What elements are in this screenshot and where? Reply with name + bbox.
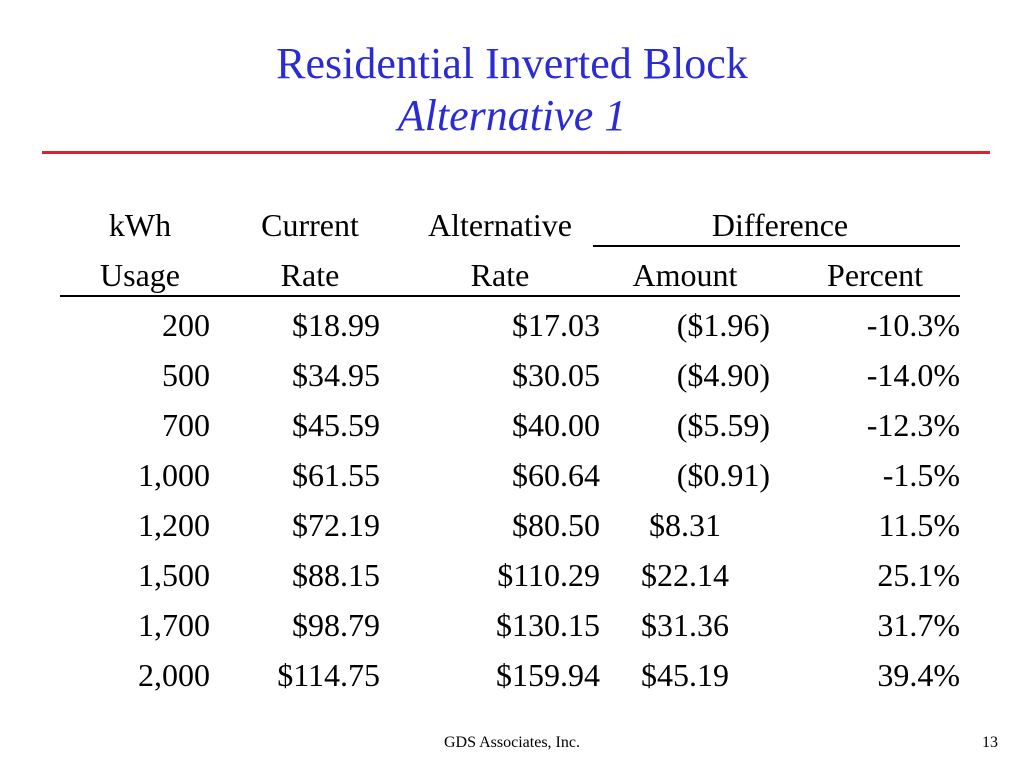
header-alternative-1: Alternative xyxy=(428,207,572,243)
table-row: 1,000 $61.55 $60.64 ($0.91) -1.5% xyxy=(60,450,960,500)
percent-cell: 11.5% xyxy=(878,507,960,543)
table-row: 200 $18.99 $17.03 ($1.96) -10.3% xyxy=(60,300,960,350)
header-alternative-2: Rate xyxy=(470,257,530,293)
alternative-rate-cell: $40.00 xyxy=(512,407,600,443)
alternative-rate-cell: $110.29 xyxy=(497,557,600,593)
table-row: 700 $45.59 $40.00 ($5.59) -12.3% xyxy=(60,400,960,450)
alternative-rate-cell: $60.64 xyxy=(512,457,600,493)
amount-cell: ($4.90) xyxy=(676,357,770,393)
percent-cell: -14.0% xyxy=(866,357,960,393)
usage-cell: 500 xyxy=(162,357,210,393)
current-rate-cell: $88.15 xyxy=(292,557,380,593)
percent-cell: 25.1% xyxy=(877,557,960,593)
percent-cell: -1.5% xyxy=(882,457,960,493)
usage-cell: 1,500 xyxy=(138,557,210,593)
amount-cell: $45.19 xyxy=(641,657,729,693)
header-usage-1: kWh xyxy=(108,207,172,243)
current-rate-cell: $18.99 xyxy=(292,307,380,343)
current-rate-cell: $114.75 xyxy=(277,657,380,693)
current-rate-cell: $98.79 xyxy=(292,607,380,643)
amount-cell: ($1.96) xyxy=(676,307,770,343)
title-divider xyxy=(42,151,990,154)
header-usage-2: Usage xyxy=(100,257,180,293)
title-line-2: Alternative 1 xyxy=(397,91,627,140)
table-row: 1,200 $72.19 $80.50 $8.31 11.5% xyxy=(60,500,960,550)
table-row: 500 $34.95 $30.05 ($4.90) -14.0% xyxy=(60,350,960,400)
usage-cell: 1,700 xyxy=(138,607,210,643)
header-underline xyxy=(60,295,960,297)
footer-company: GDS Associates, Inc. xyxy=(444,734,580,751)
title-line-1: Residential Inverted Block xyxy=(276,39,748,88)
percent-cell: -10.3% xyxy=(866,307,960,343)
current-rate-cell: $72.19 xyxy=(292,507,380,543)
header-amount: Amount xyxy=(632,257,738,293)
header-difference: Difference xyxy=(711,207,849,243)
usage-cell: 700 xyxy=(162,407,210,443)
usage-cell: 1,000 xyxy=(138,457,210,493)
difference-underline xyxy=(593,245,960,247)
percent-cell: -12.3% xyxy=(866,407,960,443)
amount-cell: $22.14 xyxy=(641,557,729,593)
current-rate-cell: $61.55 xyxy=(292,457,380,493)
alternative-rate-cell: $30.05 xyxy=(512,357,600,393)
header-current-2: Rate xyxy=(280,257,340,293)
percent-cell: 39.4% xyxy=(877,657,960,693)
amount-cell: ($0.91) xyxy=(676,457,770,493)
usage-cell: 200 xyxy=(162,307,210,343)
header-percent: Percent xyxy=(827,257,923,293)
table-row: 2,000 $114.75 $159.94 $45.19 39.4% xyxy=(60,650,960,700)
slide-title: Residential Inverted Block Alternative 1 xyxy=(0,38,1024,142)
current-rate-cell: $45.59 xyxy=(292,407,380,443)
usage-cell: 1,200 xyxy=(138,507,210,543)
page-number: 13 xyxy=(982,734,998,751)
amount-cell: $31.36 xyxy=(641,607,729,643)
alternative-rate-cell: $80.50 xyxy=(512,507,600,543)
percent-cell: 31.7% xyxy=(877,607,960,643)
amount-cell: $8.31 xyxy=(649,507,721,543)
usage-cell: 2,000 xyxy=(138,657,210,693)
header-row-2: Usage Rate Rate Amount Percent xyxy=(60,250,960,300)
alternative-rate-cell: $130.15 xyxy=(496,607,600,643)
current-rate-cell: $34.95 xyxy=(292,357,380,393)
table-row: 1,500 $88.15 $110.29 $22.14 25.1% xyxy=(60,550,960,600)
table-row: 1,700 $98.79 $130.15 $31.36 31.7% xyxy=(60,600,960,650)
alternative-rate-cell: $17.03 xyxy=(512,307,600,343)
header-current-1: Current xyxy=(261,207,359,243)
alternative-rate-cell: $159.94 xyxy=(496,657,600,693)
amount-cell: ($5.59) xyxy=(676,407,770,443)
header-row-1: kWh Current Alternative Difference xyxy=(60,200,960,250)
